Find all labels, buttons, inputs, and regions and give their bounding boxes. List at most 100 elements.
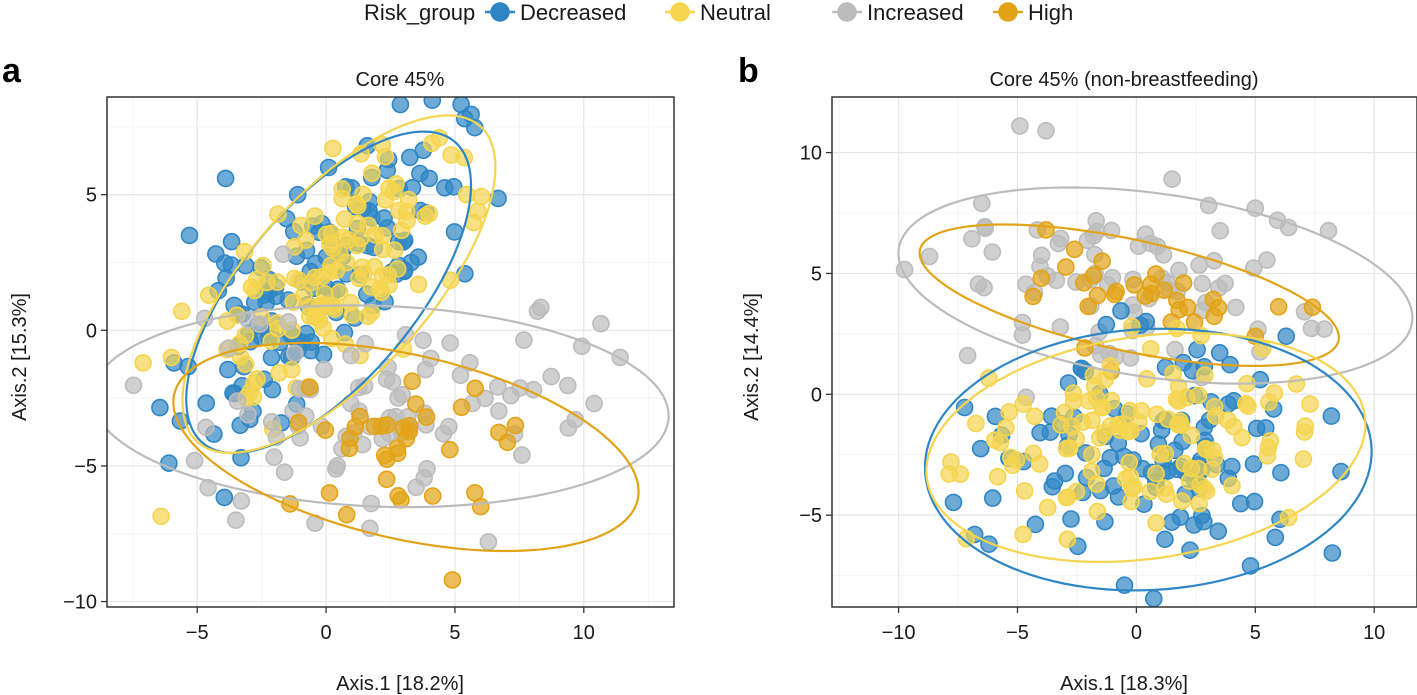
data-point	[389, 389, 407, 407]
y-tick-label: −5	[799, 505, 822, 527]
data-point	[1088, 286, 1107, 305]
data-point	[471, 497, 490, 516]
y-tick-label: −10	[63, 592, 97, 614]
data-point	[216, 169, 235, 188]
data-point	[172, 302, 191, 321]
x-tick-label: −10	[882, 622, 916, 644]
data-point	[1078, 231, 1097, 250]
data-point	[971, 439, 990, 458]
data-point	[1003, 456, 1022, 475]
data-point	[1223, 457, 1241, 476]
data-point	[1120, 453, 1138, 472]
data-point	[1244, 455, 1263, 473]
data-point	[371, 279, 389, 298]
data-point	[328, 456, 347, 475]
data-point	[1015, 482, 1034, 500]
legend-label: Increased	[867, 0, 964, 25]
data-point	[1141, 482, 1160, 501]
axes: −5 0 5 10 −10 −5 0 5	[63, 185, 595, 644]
data-point	[323, 239, 342, 258]
data-point	[1014, 395, 1033, 413]
plot-title: Core 45%	[356, 69, 445, 91]
x-tick-label: 5	[1250, 622, 1261, 644]
data-point	[228, 392, 247, 411]
data-point	[1216, 274, 1234, 293]
data-point	[1174, 274, 1193, 292]
legend-key-marker	[670, 2, 690, 22]
data-point	[1294, 450, 1313, 468]
data-point	[1087, 212, 1105, 230]
data-point	[513, 446, 531, 464]
data-point	[983, 243, 1002, 261]
data-point	[1097, 315, 1116, 334]
data-point	[997, 418, 1015, 437]
data-point	[1024, 287, 1042, 306]
data-point	[1154, 246, 1173, 264]
ellipses	[897, 186, 1414, 592]
axes: −10 −5 0 5 10 −5 0 5 10	[799, 143, 1385, 644]
legend-items: Decreased Neutral Increased High	[485, 0, 1073, 25]
data-point	[983, 489, 1002, 507]
data-point	[1206, 407, 1225, 425]
data-point	[1156, 444, 1174, 463]
data-point	[1147, 265, 1165, 283]
data-point	[1295, 423, 1314, 441]
data-point	[275, 463, 294, 482]
data-point	[406, 395, 425, 413]
data-point	[1155, 281, 1173, 300]
data-point	[134, 354, 152, 372]
data-point	[1032, 269, 1051, 288]
data-point	[341, 293, 360, 312]
data-point	[1026, 515, 1045, 534]
data-point	[377, 470, 396, 489]
data-point	[1038, 498, 1057, 517]
data-point	[379, 266, 398, 284]
data-point	[1204, 290, 1222, 309]
data-point	[376, 147, 395, 166]
data-point	[1272, 463, 1290, 482]
data-point	[1269, 297, 1288, 316]
data-point	[1193, 274, 1211, 293]
confidence-ellipse-neutral	[925, 331, 1367, 563]
points	[895, 117, 1350, 607]
data-point	[441, 334, 460, 352]
data-point	[1258, 251, 1276, 269]
series-neutral	[940, 317, 1319, 549]
data-point	[356, 334, 375, 353]
data-point	[559, 419, 578, 437]
series-high	[1024, 221, 1322, 380]
data-point	[1107, 282, 1125, 301]
data-point	[942, 453, 960, 471]
data-point	[955, 398, 974, 417]
legend-label: High	[1028, 0, 1073, 25]
data-point	[379, 358, 397, 377]
data-point	[239, 405, 257, 424]
plot-title: Core 45% (non-breastfeeding)	[989, 69, 1258, 91]
data-point	[315, 360, 333, 379]
data-point	[236, 326, 255, 345]
data-point	[1125, 276, 1144, 294]
data-point	[348, 236, 367, 255]
data-point	[528, 302, 547, 321]
data-point	[314, 319, 332, 337]
data-point	[292, 216, 310, 235]
data-point	[1115, 415, 1133, 433]
data-point	[1323, 544, 1342, 562]
data-point	[262, 412, 281, 431]
data-point	[1261, 432, 1280, 450]
data-point	[219, 339, 238, 357]
data-point	[265, 448, 283, 466]
data-point	[1231, 494, 1250, 513]
data-point	[991, 433, 1010, 452]
data-point	[1315, 320, 1334, 338]
plot-border	[831, 96, 1417, 608]
data-point	[944, 493, 963, 512]
x-tick-label: −5	[186, 622, 209, 644]
x-tick-label: 10	[573, 622, 595, 644]
data-point	[152, 507, 170, 526]
data-point	[1102, 391, 1121, 410]
legend-title: Risk_group	[364, 0, 475, 25]
data-point	[457, 185, 476, 204]
data-point	[1223, 476, 1241, 495]
